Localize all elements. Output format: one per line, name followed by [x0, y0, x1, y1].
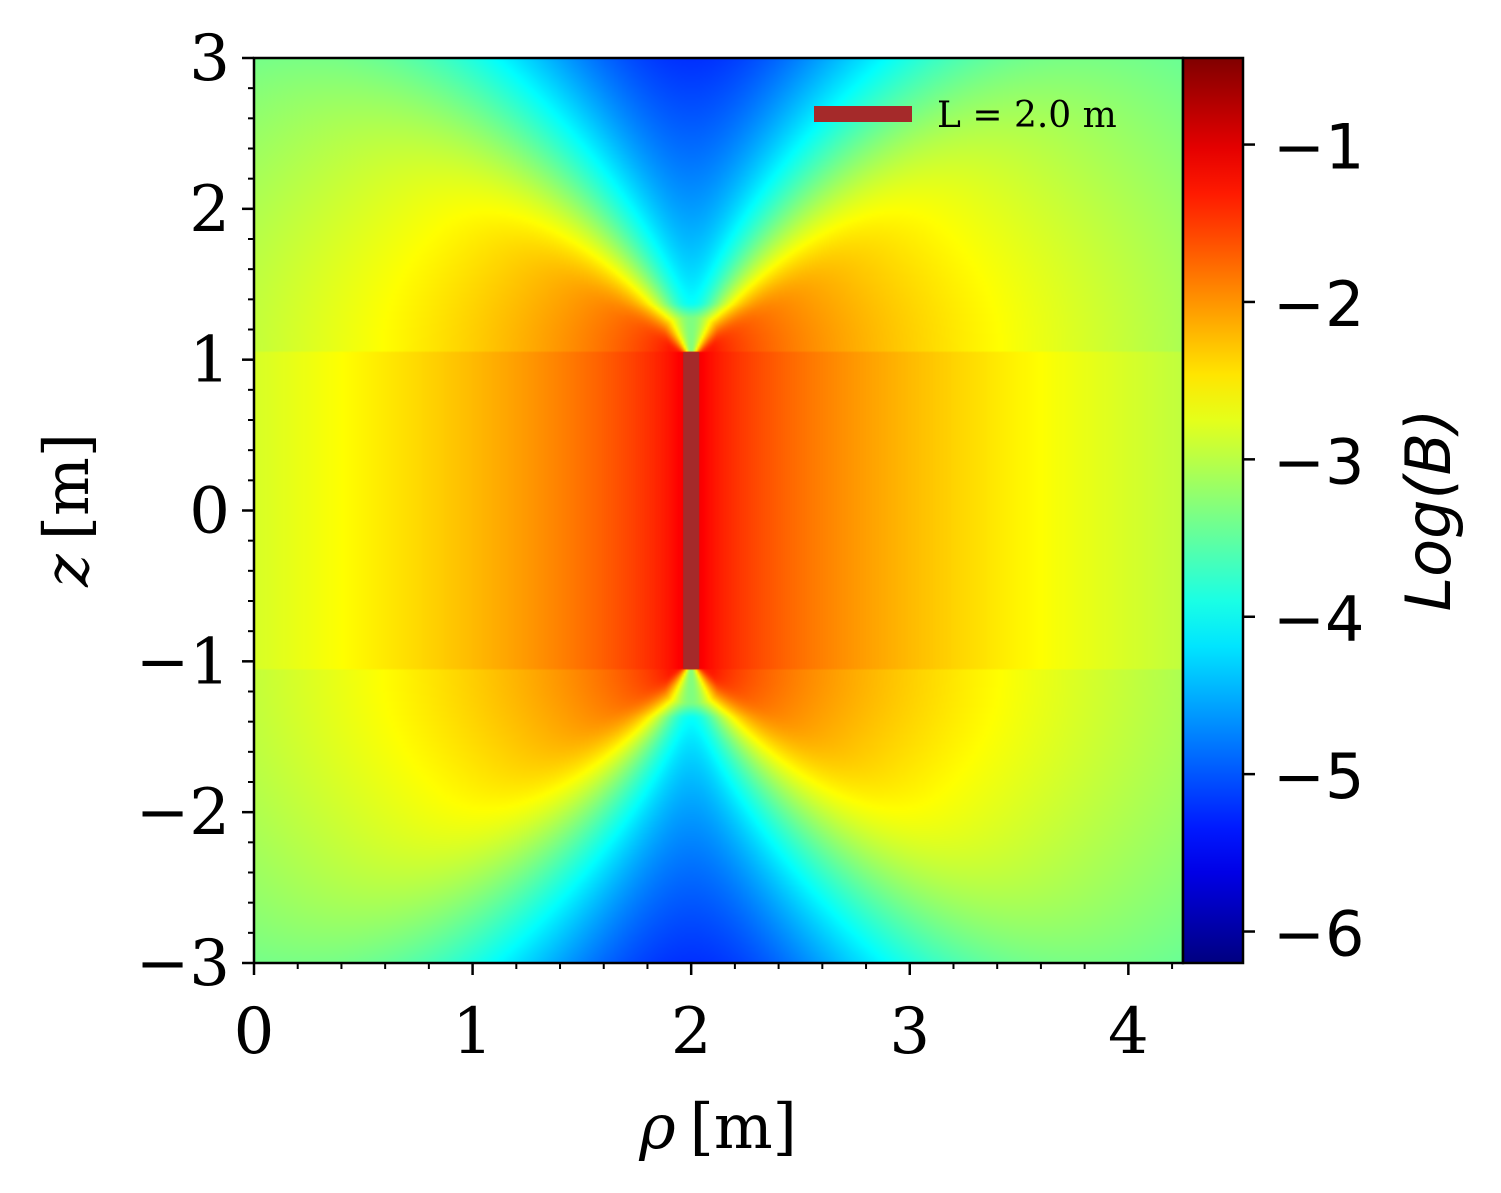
colorbar-label: Log(B): [1392, 409, 1465, 612]
legend: L = 2.0 m: [814, 95, 1117, 136]
y-tick-label: 0: [189, 475, 230, 549]
y-axis-symbol: z: [30, 554, 103, 588]
heatmap-canvas: [254, 58, 1183, 963]
colorbar-frame: [1181, 56, 1245, 965]
y-tick-label: −1: [136, 625, 230, 699]
y-tick-label: −2: [136, 776, 230, 850]
x-tick-label: 3: [889, 995, 930, 1069]
heatmap-container: [254, 58, 1183, 963]
colorbar-tick-label: −1: [1273, 111, 1364, 184]
colorbar-tick-label: −6: [1273, 898, 1364, 971]
colorbar-ticks: −6 −5 −4 −3 −2 −1: [1243, 111, 1364, 971]
colorbar-tick-label: −4: [1273, 583, 1364, 656]
y-tick-label: 3: [189, 22, 230, 96]
colorbar-tick-label: −3: [1273, 425, 1364, 498]
y-tick-label: 2: [189, 173, 230, 247]
y-tick-label: 1: [189, 324, 230, 398]
y-axis-title: z [m]: [30, 433, 103, 588]
colorbar-tick-label: −5: [1273, 740, 1364, 813]
coil-bar: [683, 352, 700, 669]
colorbar-tick-label: −2: [1273, 268, 1364, 341]
x-tick-label: 4: [1108, 995, 1149, 1069]
x-tick-label: 1: [452, 995, 493, 1069]
x-axis-symbol: ρ: [638, 1090, 675, 1163]
colorbar: [1183, 58, 1243, 963]
x-axis-title: ρ [m]: [638, 1090, 797, 1163]
y-tick-label: −3: [136, 927, 230, 1001]
y-axis-ticks: −3 −2 −1 0 1 2 3: [136, 22, 254, 1001]
x-tick-label: 2: [671, 995, 712, 1069]
x-tick-label: 0: [234, 995, 275, 1069]
x-axis-unit: [m]: [690, 1090, 797, 1163]
y-axis-unit: [m]: [30, 433, 103, 540]
legend-label: L = 2.0 m: [937, 95, 1117, 136]
x-axis-ticks: 0 1 2 3 4: [234, 963, 1174, 1069]
